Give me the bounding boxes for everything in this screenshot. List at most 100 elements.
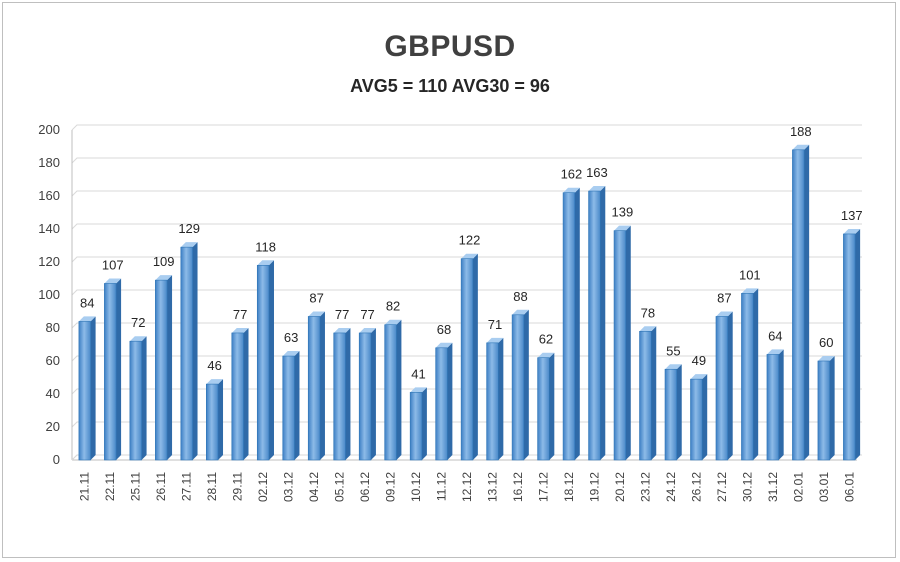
- data-label: 162: [561, 167, 583, 182]
- bar-side: [447, 342, 453, 460]
- y-tick-labels: 0 20 40 60 80 100 120 140 160 180 200: [38, 122, 60, 467]
- gridline: [71, 157, 862, 164]
- data-label: 139: [612, 205, 634, 220]
- x-tick-labels: 21.11 22.11 25.11 26.11 27.11 28.11 29.11 02.12…: [78, 472, 857, 502]
- bar-side: [523, 309, 529, 460]
- y-tick-label: 180: [38, 155, 60, 170]
- bars: [78, 144, 861, 461]
- gridline: [71, 124, 862, 131]
- bar-side: [804, 144, 810, 461]
- x-tick-label: 26.11: [154, 472, 168, 501]
- bar: [256, 264, 270, 461]
- x-tick-label: 02.12: [256, 472, 270, 502]
- bar-top: [282, 351, 300, 357]
- x-tick-label: 03.12: [282, 472, 296, 502]
- x-tick-label: 16.12: [511, 472, 525, 502]
- x-tick-label: 03.01: [817, 472, 831, 502]
- bar-side: [345, 327, 351, 460]
- data-label: 84: [80, 295, 94, 310]
- bar-top: [665, 364, 682, 370]
- bar-side: [600, 186, 606, 461]
- data-label: 87: [309, 290, 323, 305]
- data-label: 72: [131, 315, 145, 330]
- bar-top: [104, 278, 122, 284]
- bar-side: [829, 356, 835, 460]
- bar-side: [753, 288, 759, 460]
- bar: [613, 230, 627, 461]
- bar-side: [192, 242, 198, 460]
- bar-top: [384, 319, 402, 325]
- x-tick-label: 25.11: [129, 472, 143, 501]
- x-tick-label: 31.12: [766, 472, 780, 502]
- x-tick-label: 29.11: [231, 472, 245, 501]
- data-label: 71: [488, 317, 502, 332]
- bar: [511, 314, 525, 461]
- y-tick-label: 40: [46, 386, 60, 401]
- bar: [460, 258, 474, 461]
- x-tick-label: 19.12: [587, 472, 601, 502]
- data-label: 77: [233, 307, 247, 322]
- bar-side: [141, 336, 147, 460]
- bar-top: [333, 327, 351, 333]
- data-label: 77: [335, 307, 349, 322]
- chart-subtitle: AVG5 = 110 AVG30 = 96: [350, 76, 550, 96]
- y-tick-label: 140: [38, 221, 60, 236]
- bar-top: [461, 253, 478, 259]
- bar-side: [370, 327, 376, 460]
- bar-side: [625, 225, 631, 460]
- bar-side: [167, 275, 173, 460]
- bar-side: [243, 327, 249, 460]
- bar-top: [766, 349, 784, 355]
- x-tick-label: 10.12: [409, 472, 423, 502]
- bar-top: [792, 144, 810, 150]
- bar-top: [715, 311, 733, 317]
- y-tick-label: 100: [38, 287, 60, 302]
- data-label: 82: [386, 299, 400, 314]
- bar-top: [308, 311, 325, 317]
- bar-side: [421, 387, 427, 460]
- bar-top: [588, 186, 606, 192]
- y-tick-label: 160: [38, 188, 60, 203]
- bar-top: [206, 379, 224, 385]
- x-tick-label: 27.12: [715, 472, 729, 502]
- y-tick-label: 120: [38, 254, 60, 269]
- x-tick-label: 17.12: [536, 472, 550, 502]
- bar-top: [78, 316, 96, 322]
- bar-side: [702, 374, 708, 460]
- bar: [715, 316, 728, 461]
- data-label: 78: [641, 305, 655, 320]
- data-labels: 84 107 72 109 129 46 77 118 63 87 77 77 82 41 68 122 71 8…: [80, 124, 863, 382]
- bar: [690, 378, 703, 461]
- bar: [104, 283, 117, 461]
- y-tick-label: 20: [46, 419, 60, 434]
- data-label: 60: [819, 335, 833, 350]
- bar-top: [843, 228, 861, 234]
- data-label: 137: [841, 208, 863, 223]
- bar: [486, 342, 499, 461]
- x-tick-label: 09.12: [384, 472, 398, 502]
- bar-top: [512, 309, 529, 315]
- bar-side: [90, 316, 96, 460]
- bar: [333, 332, 346, 461]
- bar-top: [817, 356, 835, 361]
- bar-side: [727, 311, 733, 460]
- bar-side: [319, 311, 325, 460]
- bar: [282, 355, 295, 461]
- bar-top: [486, 337, 504, 343]
- bar-side: [268, 260, 274, 460]
- bar-top: [537, 352, 555, 358]
- x-tick-label: 05.12: [333, 472, 347, 502]
- x-tick-label: 23.12: [638, 472, 652, 502]
- bar-side: [651, 326, 657, 460]
- bar-top: [435, 342, 453, 348]
- bar: [231, 332, 244, 461]
- bar-side: [778, 349, 784, 460]
- data-label: 107: [102, 257, 124, 272]
- bar-top: [410, 387, 427, 393]
- bar: [155, 279, 168, 461]
- data-label: 64: [768, 328, 782, 343]
- bar-side: [472, 253, 478, 460]
- data-label: 68: [437, 322, 451, 337]
